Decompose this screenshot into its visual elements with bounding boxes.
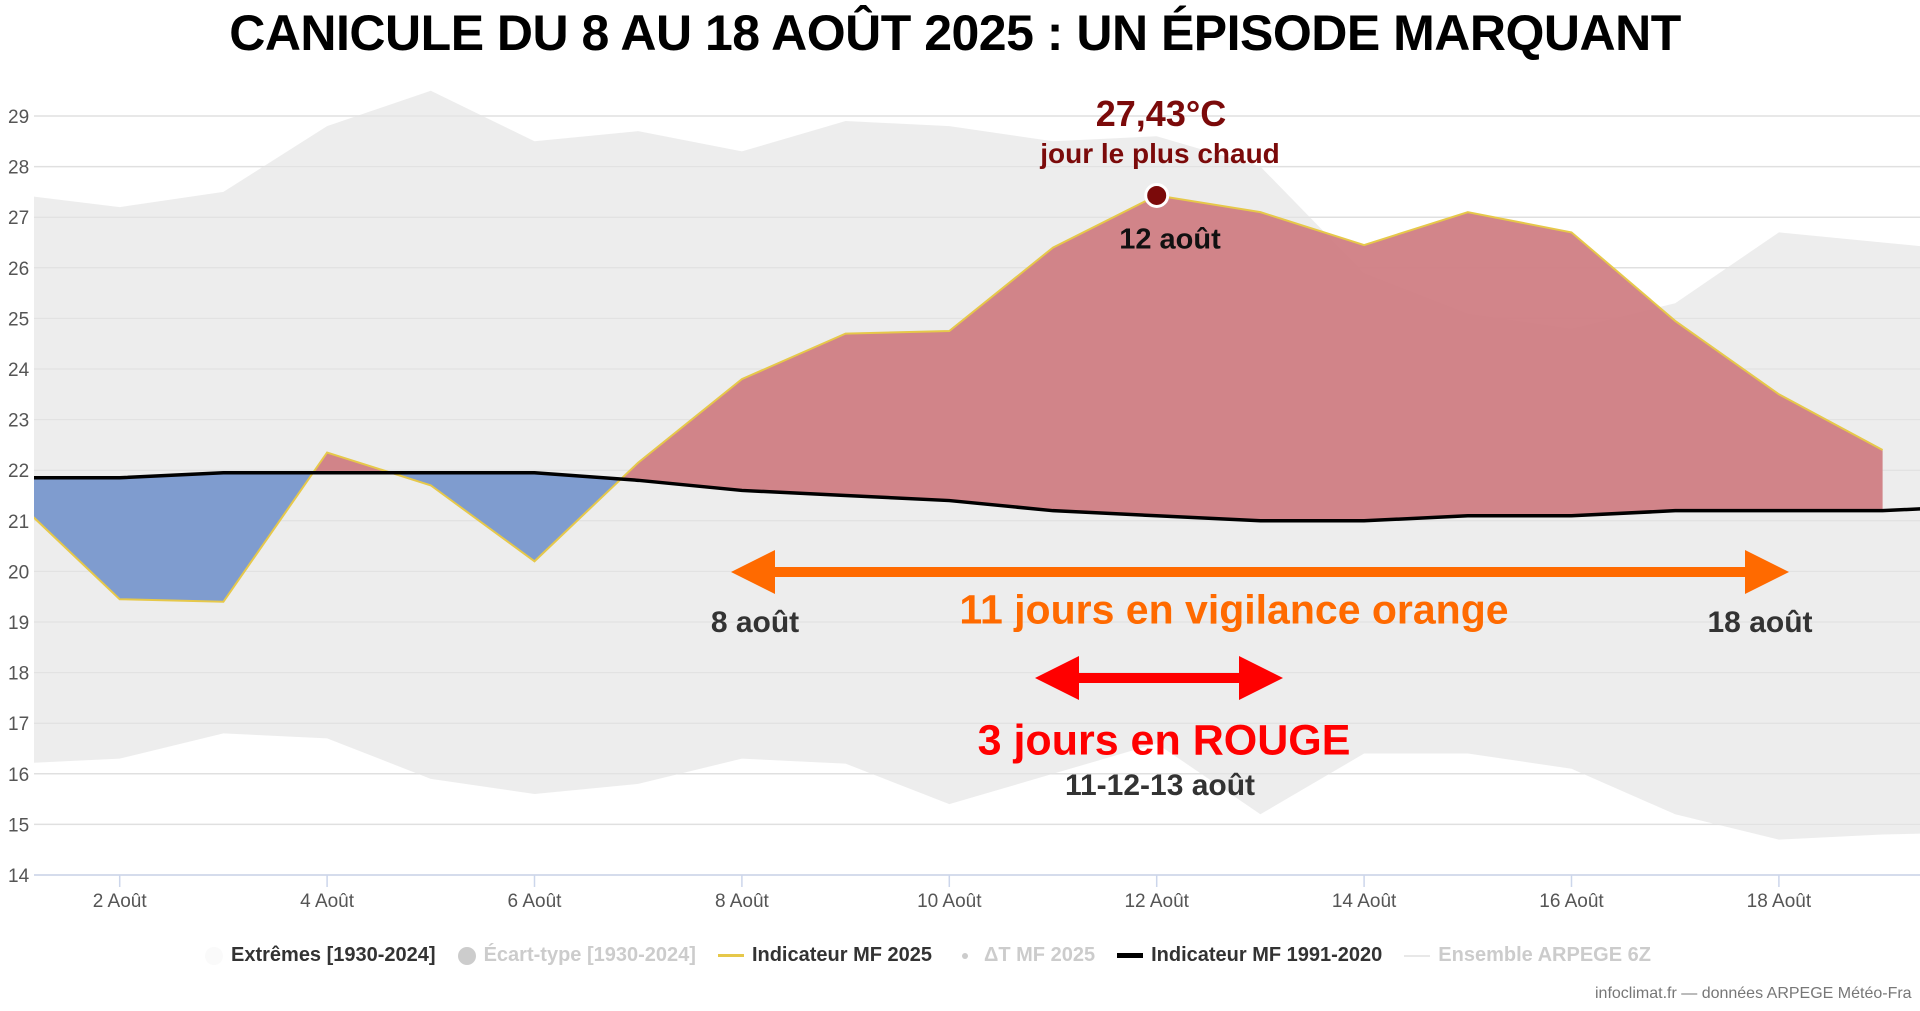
x-tick-label: 18 Août xyxy=(1747,891,1812,912)
credit-text: infoclimat.fr — données ARPEGE Météo-Fra xyxy=(1595,985,1912,1002)
y-tick-label: 17 xyxy=(8,714,29,735)
red-vigilance-arrow-head-right xyxy=(1239,656,1283,700)
line-icon xyxy=(1404,954,1431,957)
max-date-label: 12 août xyxy=(1119,223,1221,256)
chart-plot: 14 15 16 17 18 19 20 21 22 23 24 25 26 27 28 29 2 Août 4 … xyxy=(8,90,1920,912)
line-icon xyxy=(717,954,744,957)
line-icon xyxy=(1117,953,1144,958)
orange-vigilance-arrow xyxy=(731,550,1789,594)
x-tick-label: 6 Août xyxy=(508,891,563,912)
legend-item-mf-1991-2020[interactable]: Indicateur MF 1991-2020 xyxy=(1117,944,1382,967)
x-tick-label: 8 Août xyxy=(715,891,770,912)
orange-start-label: 8 août xyxy=(710,606,800,639)
x-tick-label: 2 Août xyxy=(93,891,148,912)
red-dates-label: 11-12-13 août xyxy=(1064,769,1256,802)
y-tick-label: 25 xyxy=(8,309,29,330)
orange-end-label: 18 août xyxy=(1707,606,1813,639)
x-tick-label: 10 Août xyxy=(917,891,982,912)
red-vigilance-label: 3 jours en ROUGE xyxy=(977,716,1351,765)
legend-item-delta-t[interactable]: ΔT MF 2025 xyxy=(954,944,1095,967)
y-tick-label: 22 xyxy=(8,461,29,482)
y-tick-label: 29 xyxy=(8,107,29,128)
legend-item-extremes[interactable]: Extrêmes [1930-2024] xyxy=(205,944,436,967)
legend-label: Indicateur MF 1991-2020 xyxy=(1151,944,1383,966)
legend-label: Écart-type [1930-2024] xyxy=(483,944,696,966)
legend-item-arpege[interactable]: Ensemble ARPEGE 6Z xyxy=(1404,944,1651,967)
y-tick-label: 21 xyxy=(8,512,29,533)
max-point-marker xyxy=(1144,182,1170,208)
chart-title: CANICULE DU 8 AU 18 AOÛT 2025 : UN ÉPISO… xyxy=(229,5,1681,61)
plot-area xyxy=(34,90,1920,875)
y-tick-label: 18 xyxy=(8,664,29,685)
max-value-label: 27,43°C xyxy=(1095,93,1227,134)
max-day-label: jour le plus chaud xyxy=(1040,138,1280,169)
orange-vigilance-label: 11 jours en vigilance orange xyxy=(959,586,1509,633)
legend-label: Extrêmes [1930-2024] xyxy=(231,944,436,966)
orange-vigilance-arrow-head-left xyxy=(731,550,775,594)
x-tick-label: 14 Août xyxy=(1332,891,1397,912)
y-tick-label: 19 xyxy=(8,613,29,634)
x-tick-label: 16 Août xyxy=(1539,891,1604,912)
y-tick-label: 16 xyxy=(8,765,29,786)
x-tick-label: 12 Août xyxy=(1124,891,1189,912)
legend-label: Ensemble ARPEGE 6Z xyxy=(1438,944,1651,966)
circle-icon xyxy=(457,946,476,965)
legend-item-ecart-type[interactable]: Écart-type [1930-2024] xyxy=(457,944,696,967)
y-tick-label: 23 xyxy=(8,411,29,432)
y-tick-label: 28 xyxy=(8,158,29,179)
dot-icon xyxy=(962,952,968,959)
red-vigilance-arrow xyxy=(1035,656,1283,700)
y-tick-label: 15 xyxy=(8,815,29,836)
red-vigilance-arrow-head-left xyxy=(1035,656,1079,700)
legend-label: ΔT MF 2025 xyxy=(984,944,1096,966)
legend-item-mf-2025[interactable]: Indicateur MF 2025 xyxy=(717,944,932,967)
circle-icon xyxy=(205,946,223,965)
series-line-mf-2025 xyxy=(34,194,1884,603)
series-line-mf-1991-2020 xyxy=(34,470,1920,523)
orange-vigilance-arrow-head-right xyxy=(1745,550,1789,594)
y-tick-label: 27 xyxy=(8,208,29,229)
legend-label: Indicateur MF 2025 xyxy=(751,944,932,966)
y-tick-label: 26 xyxy=(8,259,29,280)
y-tick-label: 20 xyxy=(8,562,29,583)
y-tick-label: 24 xyxy=(8,360,30,381)
legend: Extrêmes [1930-2024] Écart-type [1930-20… xyxy=(205,944,1651,967)
x-tick-label: 4 Août xyxy=(300,891,355,912)
y-tick-label: 14 xyxy=(8,866,30,887)
